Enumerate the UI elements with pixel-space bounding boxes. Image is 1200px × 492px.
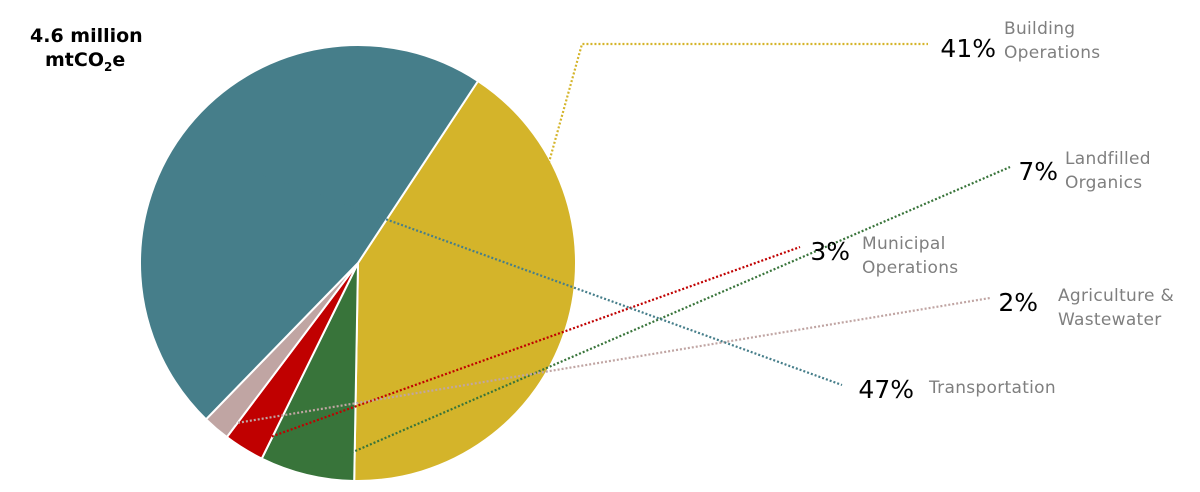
slice-percent-label-5: 47% xyxy=(858,375,914,404)
slice-category-label-line: Landfilled xyxy=(1065,149,1151,169)
pie-slice-transportation xyxy=(139,44,480,421)
slice-percent-label-2: 7% xyxy=(1018,157,1058,186)
slice-category-label-line: Wastewater xyxy=(1058,310,1162,330)
pie-slices xyxy=(139,44,577,482)
slice-category-label-line: Agriculture & xyxy=(1058,286,1174,306)
chart-title-unit: mtCO xyxy=(45,49,104,71)
slice-category-label-1: Building Operations xyxy=(1004,19,1100,63)
chart-title-line-1: 4.6 million xyxy=(30,25,143,47)
slice-category-label-3: Municipal Operations xyxy=(862,234,958,278)
chart-title-line-2: mtCO2e xyxy=(45,48,125,79)
leader-lines xyxy=(218,42,1011,473)
slice-category-label-4: Agriculture & Wastewater xyxy=(1058,286,1174,330)
slice-percent-label-4: 2% xyxy=(998,288,1038,317)
slice-labels: 41% Building Operations 7% Landfilled Organic… xyxy=(810,19,1174,404)
slice-category-label-line: Operations xyxy=(1004,43,1100,63)
slice-category-label-5: Transportation xyxy=(928,378,1056,398)
chart-title-unit-suffix: e xyxy=(112,49,126,71)
leader-line-5 xyxy=(235,163,843,387)
slice-category-label-line: Building xyxy=(1004,19,1075,39)
slice-category-label-line: Municipal xyxy=(862,234,946,254)
slice-category-label-line: Organics xyxy=(1065,173,1142,193)
slice-percent-label-1: 41% xyxy=(940,34,996,63)
slice-category-label-line: Operations xyxy=(862,258,958,278)
slice-category-label-line: Transportation xyxy=(928,378,1056,398)
slice-percent-label-3: 3% xyxy=(810,237,850,266)
slice-category-label-2: Landfilled Organics xyxy=(1065,149,1151,193)
chart-title-subscript: 2 xyxy=(103,59,113,74)
pie-slice-building-operations xyxy=(353,79,577,482)
